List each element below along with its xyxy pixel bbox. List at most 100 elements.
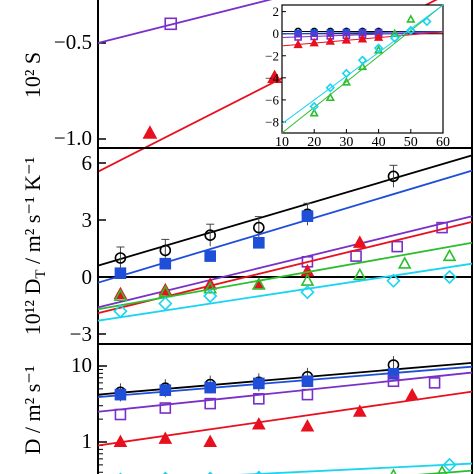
inset-ytick-label: −2: [265, 48, 279, 63]
inset-data-point: [406, 25, 416, 36]
inset-data-point: [341, 35, 352, 44]
top-ytick-label: −1.0: [54, 126, 92, 150]
bottom-data-point: [113, 434, 128, 448]
inset-data-point: [422, 16, 432, 27]
inset-data-point: [325, 83, 336, 93]
middle-data-point: [300, 285, 315, 300]
middle-ylabel: 10¹² DT / m² s⁻¹ K⁻¹: [20, 157, 49, 335]
inset-data-point: [357, 34, 368, 43]
middle-data-point: [159, 244, 172, 257]
inset-data-point: [341, 68, 352, 79]
bottom-data-point: [204, 397, 216, 410]
bottom-data-point: [159, 402, 172, 414]
middle-ytick-label: 3: [82, 208, 93, 232]
inset-data-point: [341, 77, 352, 86]
middle-data-point: [442, 269, 457, 285]
inset-data-point: [373, 43, 384, 53]
middle-data-point: [387, 170, 400, 183]
bottom-ylabel: D / m² s⁻¹: [20, 366, 45, 455]
inset-xtick-label: 10: [275, 135, 289, 150]
middle-data-point: [203, 280, 218, 294]
bottom-data-point: [390, 468, 397, 474]
middle-data-point: [253, 237, 265, 249]
middle-data-point: [352, 267, 367, 281]
middle-data-point: [442, 248, 457, 262]
bottom-fit-line: [417, 469, 473, 474]
top-data-point: [267, 69, 283, 84]
bottom-data-point: [253, 377, 265, 390]
middle-ytick-label: 0: [82, 265, 93, 289]
middle-panel-frame: [97, 147, 473, 345]
inset-ytick-label: 2: [273, 4, 280, 19]
inset-xtick-label: 60: [436, 135, 450, 150]
inset-data-point: [309, 37, 319, 47]
inset-xtick-label: 50: [404, 135, 418, 150]
bottom-data-point: [114, 408, 127, 421]
bottom-data-point: [204, 381, 216, 394]
top-data-point: [142, 125, 158, 139]
inset-ytick-label: 0: [273, 26, 280, 41]
top-data-point: [164, 17, 178, 31]
inset-xtick-label: 30: [339, 135, 353, 150]
middle-fit-line: [97, 262, 473, 322]
inset-data-point: [357, 61, 368, 71]
bottom-data-point: [114, 388, 127, 401]
middle-data-point: [113, 288, 128, 302]
middle-data-point: [397, 256, 412, 269]
inset-data-point: [309, 108, 319, 117]
inset-ytick-label: −4: [265, 70, 279, 85]
inset-xtick-label: 20: [307, 135, 321, 150]
bottom-data-point: [251, 417, 266, 430]
middle-panel: 10¹² DT / m² s⁻¹ K⁻¹ 6 3 0 −3: [20, 147, 473, 346]
middle-panel-plot: [97, 154, 473, 335]
middle-fit-line: [97, 241, 473, 311]
middle-fit-line: [97, 154, 473, 267]
middle-ytick-label: −3: [70, 322, 92, 346]
bottom-data-point: [301, 375, 314, 388]
middle-ylabel-sub: T: [33, 269, 49, 278]
middle-data-point: [300, 273, 315, 286]
inset-xtick-label: 40: [372, 135, 386, 150]
middle-data-point: [158, 296, 173, 311]
bottom-panel-frame: [97, 343, 473, 474]
bottom-data-point: [387, 367, 400, 380]
bottom-data-point: [428, 377, 441, 389]
middle-data-point: [350, 250, 362, 262]
middle-data-point: [203, 288, 218, 304]
middle-fit-line: [97, 215, 473, 309]
middle-data-point: [251, 277, 266, 290]
bottom-ytick-label: 1: [82, 429, 93, 453]
middle-data-point: [114, 252, 127, 264]
inset-data-point: [325, 36, 335, 45]
middle-fit-line: [97, 169, 473, 284]
middle-data-point: [159, 257, 172, 270]
middle-data-point: [386, 273, 401, 288]
top-fit-line: [97, 0, 273, 44]
bottom-ytick-label: 10: [71, 353, 92, 377]
bottom-data-point: [158, 431, 173, 444]
bottom-data-point: [437, 464, 448, 474]
inset-ytick-label: −6: [265, 92, 279, 107]
bottom-data-point: [405, 388, 420, 401]
bottom-data-point: [253, 393, 265, 405]
middle-ylabel-unit: / m² s⁻¹ K⁻¹: [20, 157, 45, 270]
bottom-panel-plot: [97, 356, 473, 474]
middle-data-point: [114, 267, 127, 280]
middle-data-point: [204, 229, 216, 241]
top-ylabel: 10² S: [20, 52, 45, 98]
bottom-data-point: [352, 404, 367, 417]
middle-ytick-label: 6: [82, 151, 93, 175]
middle-data-point: [204, 250, 216, 262]
bottom-panel: D / m² s⁻¹ 10 1: [20, 343, 473, 474]
inset-data-point: [325, 92, 335, 102]
bottom-data-point: [159, 384, 172, 397]
inset-data-point: [373, 32, 384, 41]
bottom-data-point: [300, 419, 315, 432]
middle-data-point: [113, 304, 128, 319]
middle-data-point: [253, 221, 265, 234]
inset-data-point: [357, 55, 368, 65]
inset-data-point: [309, 101, 319, 112]
inset-data-point: [406, 14, 416, 23]
